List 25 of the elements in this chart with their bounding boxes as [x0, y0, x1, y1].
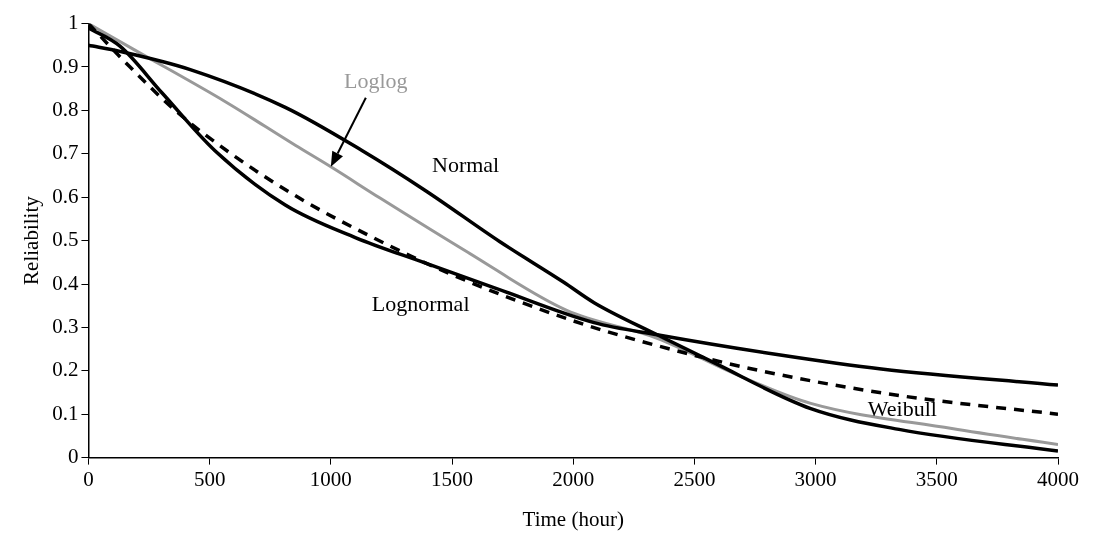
x-tick-label: 3000	[794, 466, 837, 491]
y-tick-label: 0.4	[52, 270, 79, 295]
x-tick-label: 1000	[309, 466, 352, 491]
y-tick-label: 1	[67, 10, 79, 35]
x-tick-label: 4000	[1037, 466, 1079, 491]
y-tick-label: 0.6	[52, 183, 79, 208]
y-axis-title: Reliability	[19, 195, 44, 285]
series-label: Normal	[432, 152, 500, 178]
y-tick-label: 0.2	[52, 357, 79, 382]
x-tick-label: 1500	[431, 466, 474, 491]
x-axis-title: Time (hour)	[522, 506, 624, 531]
y-tick-label: 0.8	[52, 96, 79, 121]
y-tick-label: 0.3	[52, 313, 79, 338]
series-label: Lognormal	[371, 290, 470, 316]
y-tick-label: 0.5	[52, 227, 79, 252]
x-tick-label: 500	[193, 466, 226, 491]
x-tick-label: 2000	[552, 466, 595, 491]
y-tick-label: 0.7	[52, 140, 79, 165]
y-tick-label: 0	[67, 444, 79, 469]
x-tick-label: 3500	[915, 466, 958, 491]
x-tick-label: 2500	[673, 466, 716, 491]
text: Loglog	[344, 67, 408, 93]
y-tick-label: 0.9	[52, 53, 79, 78]
series-label: Weibull	[867, 395, 937, 421]
y-tick-label: 0.1	[52, 400, 79, 425]
